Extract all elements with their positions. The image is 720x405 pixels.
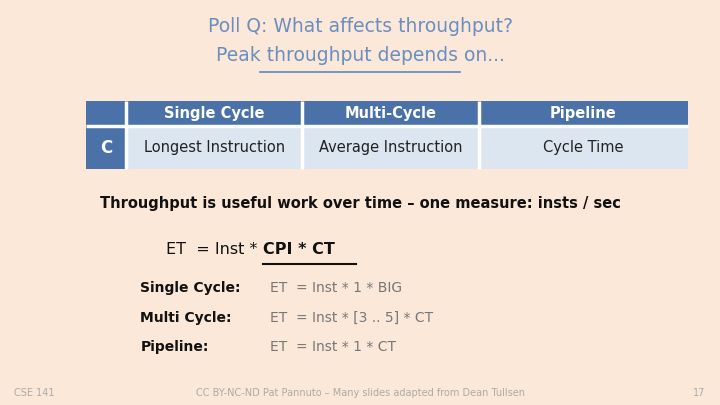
- Text: Multi Cycle:: Multi Cycle:: [140, 311, 232, 325]
- Text: 17: 17: [693, 388, 706, 398]
- Bar: [86, 101, 688, 126]
- Text: Throughput is useful work over time – one measure: insts / sec: Throughput is useful work over time – on…: [99, 196, 621, 211]
- Text: Peak throughput: Peak throughput: [0, 404, 1, 405]
- Bar: [86, 126, 688, 169]
- Text: Single Cycle: Single Cycle: [164, 106, 264, 121]
- Text: CC BY-NC-ND Pat Pannuto – Many slides adapted from Dean Tullsen: CC BY-NC-ND Pat Pannuto – Many slides ad…: [196, 388, 524, 398]
- Text: Average Instruction: Average Instruction: [319, 140, 462, 156]
- Text: Multi-Cycle: Multi-Cycle: [345, 106, 436, 121]
- Text: Pipeline:: Pipeline:: [140, 341, 209, 354]
- Text: ET  = Inst * 1 * BIG: ET = Inst * 1 * BIG: [270, 281, 402, 295]
- Text: ET  = Inst * [3 .. 5] * CT: ET = Inst * [3 .. 5] * CT: [270, 311, 433, 325]
- Text: CSE 141: CSE 141: [14, 388, 55, 398]
- Text: CPI * CT: CPI * CT: [263, 241, 335, 257]
- Text: Cycle Time: Cycle Time: [543, 140, 624, 156]
- Text: C: C: [100, 139, 112, 157]
- Text: Poll Q: What affects throughput?: Poll Q: What affects throughput?: [207, 17, 513, 36]
- Text: Pipeline: Pipeline: [550, 106, 616, 121]
- Text: ET  = Inst * 1 * CT: ET = Inst * 1 * CT: [270, 341, 396, 354]
- Bar: [86, 126, 126, 169]
- Text: Single Cycle:: Single Cycle:: [140, 281, 241, 295]
- Text: Peak throughput depends on...: Peak throughput depends on...: [215, 47, 505, 65]
- Text: Longest Instruction: Longest Instruction: [143, 140, 285, 156]
- Text: ET  = Inst *: ET = Inst *: [166, 241, 263, 257]
